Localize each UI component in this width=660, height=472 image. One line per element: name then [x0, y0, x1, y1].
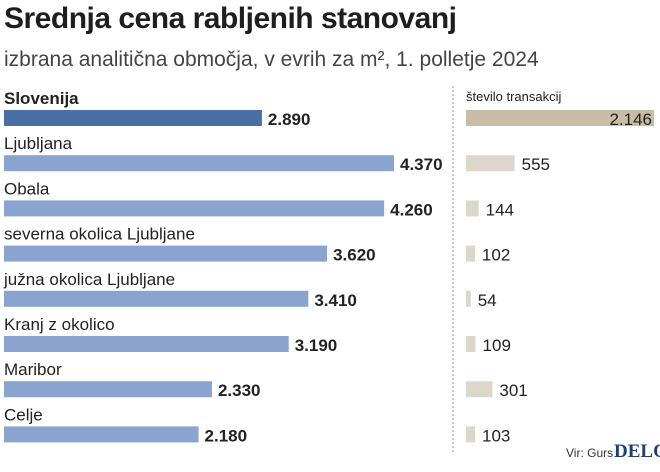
category-label: Slovenija [4, 89, 79, 108]
count-value-label: 102 [482, 246, 510, 265]
category-label: severna okolica Ljubljane [4, 225, 195, 244]
count-bar [466, 336, 476, 352]
price-value-label: 2.330 [218, 381, 261, 400]
brand-logo: DELO [614, 441, 660, 462]
price-value-label: 4.260 [390, 200, 433, 219]
category-label: Ljubljana [4, 134, 73, 153]
price-bar [4, 290, 309, 307]
category-label: Celje [4, 405, 43, 424]
count-value-label: 103 [482, 426, 510, 445]
count-bar [466, 155, 515, 172]
count-value-label: 144 [486, 200, 514, 219]
category-label: Maribor [4, 360, 62, 379]
price-value-label: 2.890 [268, 110, 311, 129]
price-bar [4, 110, 262, 126]
count-bar [466, 245, 475, 262]
price-bar [4, 245, 328, 262]
price-value-label: 3.410 [314, 291, 357, 310]
count-bar [466, 110, 654, 126]
category-label: Kranj z okolico [4, 315, 115, 334]
price-bar [4, 381, 212, 398]
price-bar [4, 155, 394, 172]
count-value-label: 54 [478, 291, 497, 310]
count-value-label: 555 [522, 155, 550, 174]
price-value-label: 2.180 [205, 426, 248, 445]
price-value-label: 3.190 [295, 336, 338, 355]
source-note: Vir: Gurs [566, 446, 614, 460]
price-bar [4, 426, 199, 443]
count-bar [466, 381, 493, 398]
chart-title: Srednja cena rabljenih stanovanj [4, 2, 457, 35]
count-value-label: 109 [483, 336, 511, 355]
category-label: Obala [4, 179, 50, 198]
count-value-label: 301 [499, 381, 527, 400]
price-value-label: 4.370 [400, 155, 443, 174]
chart-subtitle: izbrana analitična območja, v evrih za m… [4, 48, 539, 71]
count-bar [466, 426, 476, 443]
count-bar [466, 290, 471, 307]
count-value-label: 2.146 [609, 110, 652, 129]
count-bar [466, 200, 479, 217]
price-bar [4, 336, 289, 352]
price-value-label: 3.620 [333, 246, 376, 265]
count-panel-title: število transakcij [466, 89, 561, 104]
price-bar [4, 200, 385, 217]
category-label: južna okolica Ljubljane [3, 270, 175, 289]
